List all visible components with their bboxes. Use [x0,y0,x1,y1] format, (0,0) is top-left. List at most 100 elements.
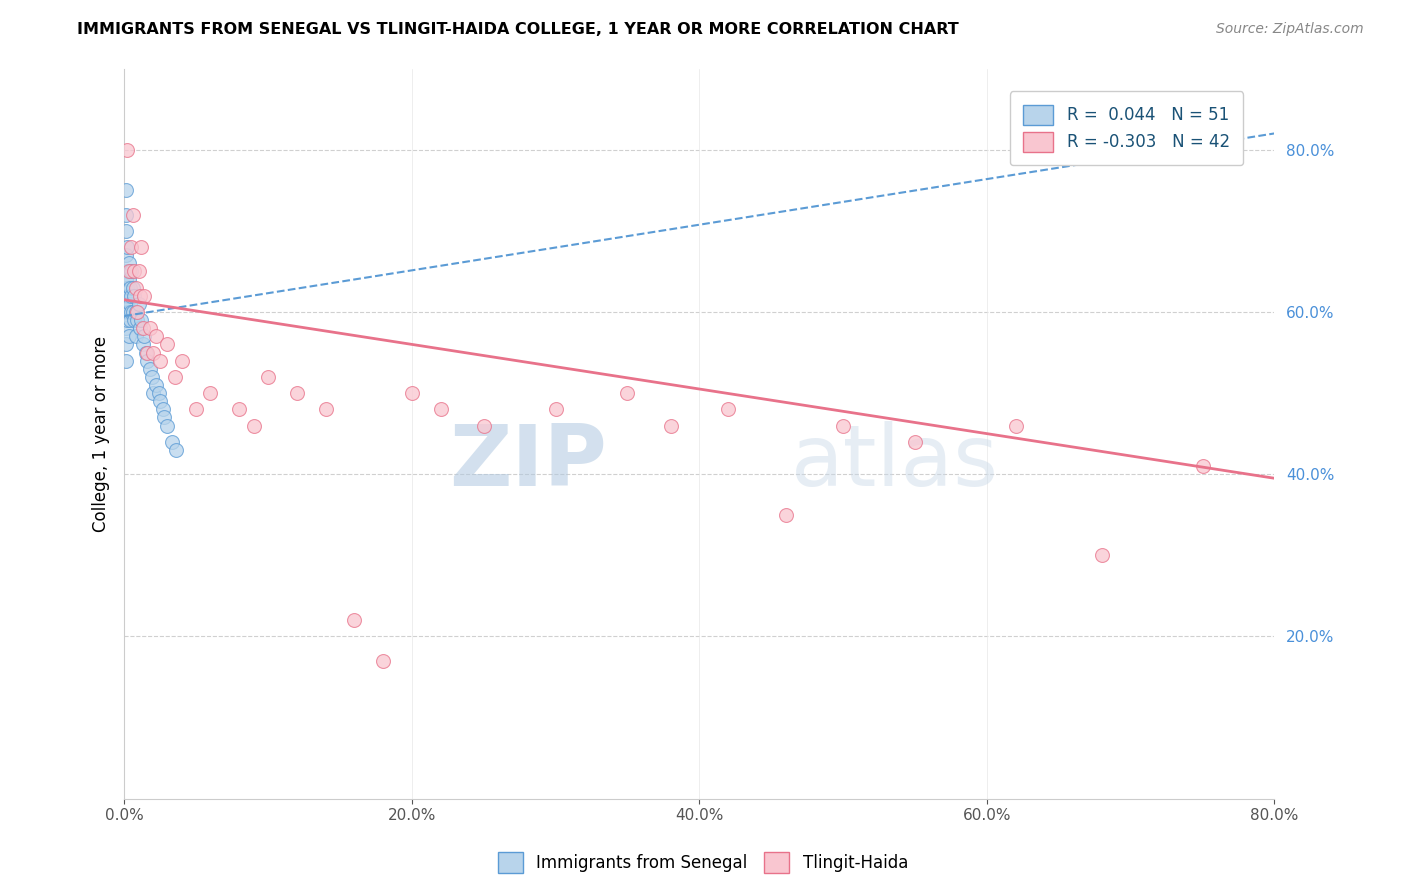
Point [120,264,142,278]
Point [136,353,159,368]
Point [117,272,139,286]
Point [132,337,155,351]
Point [117,305,139,319]
Point [121,280,143,294]
Point [124,264,146,278]
Point [118,297,141,311]
Point [127,313,149,327]
Point [156,337,179,351]
Text: atlas: atlas [792,421,1000,504]
Point [1191,459,1213,474]
Point [659,418,682,433]
Point [904,434,927,449]
Point [127,305,149,319]
Point [200,386,222,401]
Point [142,345,165,359]
Point [257,369,280,384]
Point [131,240,153,254]
Point [114,353,136,368]
Point [120,305,142,319]
Point [544,402,567,417]
Point [129,289,152,303]
Point [115,143,138,157]
Point [145,329,167,343]
Text: Source: ZipAtlas.com: Source: ZipAtlas.com [1216,22,1364,37]
Point [139,321,162,335]
Point [429,402,451,417]
Point [139,361,162,376]
Text: ZIP: ZIP [450,421,607,504]
Point [153,410,176,425]
Point [135,345,157,359]
Point [142,386,165,401]
Point [121,305,143,319]
Point [114,248,136,262]
Point [134,329,156,343]
Point [115,297,138,311]
Point [149,353,172,368]
Point [170,353,193,368]
Point [114,224,136,238]
Point [343,613,366,627]
Point [401,386,423,401]
Point [117,329,139,343]
Point [115,313,138,327]
Point [120,240,142,254]
Point [129,321,152,335]
Point [156,418,179,433]
Point [125,305,148,319]
Point [114,183,136,197]
Point [118,280,141,294]
Point [114,305,136,319]
Point [315,402,337,417]
Point [832,418,855,433]
Text: IMMIGRANTS FROM SENEGAL VS TLINGIT-HAIDA COLLEGE, 1 YEAR OR MORE CORRELATION CHA: IMMIGRANTS FROM SENEGAL VS TLINGIT-HAIDA… [77,22,959,37]
Y-axis label: College, 1 year or more: College, 1 year or more [93,335,110,532]
Point [165,442,187,457]
Legend: R =  0.044   N = 51, R = -0.303   N = 42: R = 0.044 N = 51, R = -0.303 N = 42 [1010,92,1243,165]
Point [117,256,139,270]
Point [1004,418,1026,433]
Point [285,386,308,401]
Point [114,208,136,222]
Point [115,264,138,278]
Point [117,289,139,303]
Point [141,369,163,384]
Point [125,329,148,343]
Point [124,313,146,327]
Point [125,280,148,294]
Point [114,289,136,303]
Point [228,402,250,417]
Point [134,289,156,303]
Point [128,297,150,311]
Point [118,313,141,327]
Point [124,289,146,303]
Point [775,508,797,522]
Point [145,378,167,392]
Point [117,264,139,278]
Legend: Immigrants from Senegal, Tlingit-Haida: Immigrants from Senegal, Tlingit-Haida [491,846,915,880]
Point [114,321,136,335]
Point [128,264,150,278]
Point [148,386,170,401]
Point [132,321,155,335]
Point [242,418,264,433]
Point [115,280,138,294]
Point [152,402,174,417]
Point [131,313,153,327]
Point [114,272,136,286]
Point [114,337,136,351]
Point [1091,549,1114,563]
Point [121,208,143,222]
Point [184,402,207,417]
Point [717,402,740,417]
Point [149,394,172,409]
Point [616,386,638,401]
Point [371,654,394,668]
Point [120,289,142,303]
Point [136,345,159,359]
Point [115,240,138,254]
Point [160,434,183,449]
Point [472,418,495,433]
Point [163,369,186,384]
